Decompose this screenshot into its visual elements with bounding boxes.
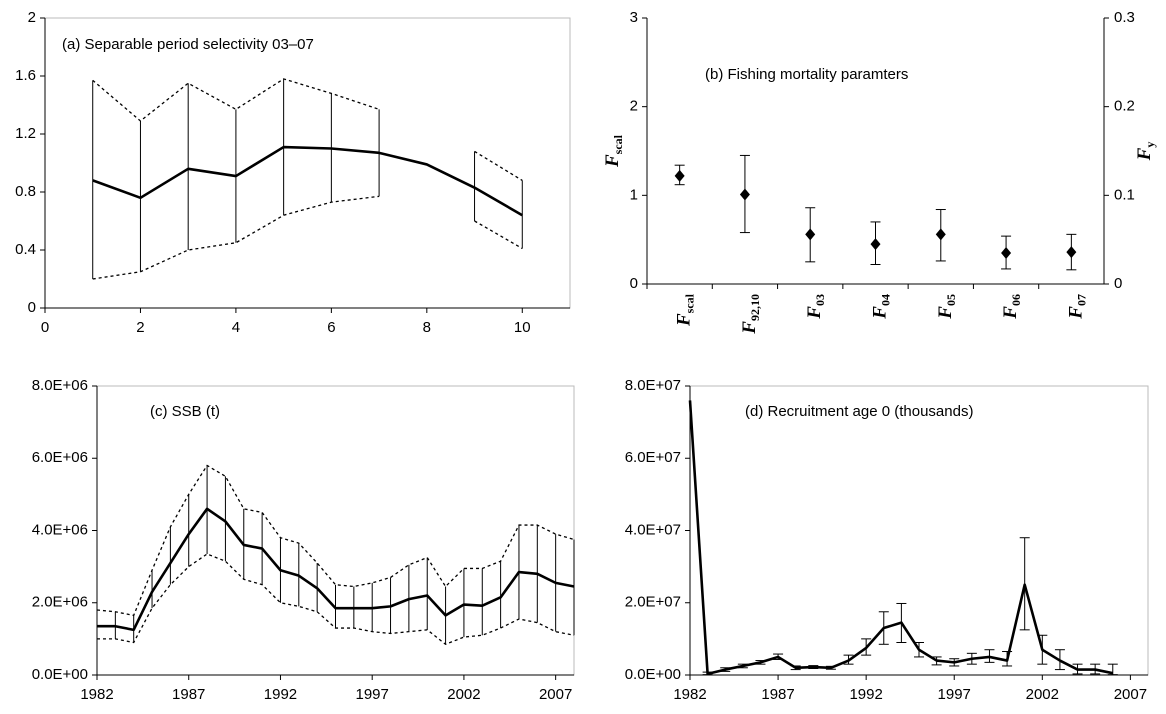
y-tick-label: 2.0E+07: [625, 594, 681, 611]
y-tick-label: 0.8: [15, 183, 36, 200]
label-main: F: [602, 154, 623, 168]
x-tick-label: 2: [136, 319, 144, 336]
x-tick-label: 10: [514, 319, 531, 336]
y2-tick-label: 0: [1114, 275, 1122, 292]
y-tick-label: 3: [630, 9, 638, 26]
upper-bound: [96, 464, 575, 617]
y2-tick-label: 0.2: [1114, 98, 1135, 115]
point: [739, 188, 750, 201]
series-line: [92, 145, 523, 217]
label-sub: 07: [1074, 294, 1088, 306]
y-tick-label: 1.2: [15, 125, 36, 142]
label-main: F: [674, 313, 695, 327]
chart-title: (a) Separable period selectivity 03–07: [62, 36, 314, 53]
label-sub: scal: [611, 134, 625, 154]
point: [935, 228, 946, 241]
label-main: F: [1066, 306, 1087, 320]
lower-bound: [97, 553, 575, 646]
axis-label: Fy: [1134, 142, 1156, 162]
x-tick-label: 2002: [1026, 686, 1059, 703]
label-sub: 06: [1009, 294, 1023, 306]
y-tick-label: 4.0E+06: [32, 521, 88, 538]
x-tick-label: 1987: [761, 686, 794, 703]
label-sub: 05: [944, 294, 958, 306]
label-sub: scal: [682, 293, 696, 313]
plot-frame: [44, 17, 571, 309]
label-main: F: [870, 306, 891, 320]
y2-tick-label: 0.3: [1114, 9, 1135, 26]
axis-label: F07: [1066, 294, 1088, 320]
label-main: F: [1000, 306, 1021, 320]
y-tick-label: 2: [28, 9, 36, 26]
label-sub: y: [1143, 142, 1157, 148]
x-tick-label: 2002: [447, 686, 480, 703]
series-line: [97, 507, 575, 632]
point: [674, 169, 685, 182]
x-tick-label: 1992: [849, 686, 882, 703]
y-tick-label: 8.0E+06: [32, 377, 88, 394]
x-tick-label: 1982: [673, 686, 706, 703]
plot-frame: [689, 385, 1149, 676]
y-tick-label: 6.0E+07: [625, 449, 681, 466]
lower-bound: [92, 195, 523, 280]
x-tick-label: 2007: [1114, 686, 1147, 703]
axis-label: F04: [870, 294, 892, 320]
label-sub: 04: [878, 294, 892, 306]
y-tick-label: 1: [630, 186, 638, 203]
label-main: F: [739, 321, 760, 335]
label-main: F: [935, 306, 956, 320]
x-tick-label: 2007: [539, 686, 572, 703]
point: [805, 228, 816, 241]
y-tick-label: 0.0E+00: [32, 666, 88, 683]
point: [1066, 246, 1077, 259]
x-tick-label: 0: [41, 319, 49, 336]
y-tick-label: 8.0E+07: [625, 377, 681, 394]
upper-bound: [92, 78, 523, 181]
series-line: [688, 400, 1114, 676]
x-tick-label: 1992: [264, 686, 297, 703]
chart-title: (c) SSB (t): [150, 403, 220, 420]
label-sub: 92,10: [748, 294, 762, 321]
y-tick-label: 6.0E+06: [32, 449, 88, 466]
label-main: F: [805, 306, 826, 320]
y2-tick-label: 0.1: [1114, 186, 1135, 203]
y-tick-label: 0.4: [15, 241, 36, 258]
axis-label: F05: [935, 294, 957, 320]
y-tick-label: 1.6: [15, 67, 36, 84]
chart-title: (d) Recruitment age 0 (thousands): [745, 403, 973, 420]
y-tick-label: 4.0E+07: [625, 521, 681, 538]
axis-label: F92,10: [739, 294, 761, 335]
x-tick-label: 8: [423, 319, 431, 336]
y-tick-label: 0: [630, 275, 638, 292]
x-tick-label: 1997: [356, 686, 389, 703]
x-tick-label: 4: [232, 319, 240, 336]
chart-title: (b) Fishing mortality paramters: [705, 66, 908, 83]
axis-label: F06: [1000, 294, 1022, 320]
label-main: F: [1134, 147, 1155, 161]
point: [1001, 246, 1012, 259]
x-tick-label: 1982: [80, 686, 113, 703]
y-tick-label: 2.0E+06: [32, 594, 88, 611]
x-tick-label: 1987: [172, 686, 205, 703]
axis-label: Fscal: [674, 293, 696, 327]
y-tick-label: 0.0E+00: [625, 666, 681, 683]
x-tick-label: 1997: [938, 686, 971, 703]
axis-label: Fscal: [602, 134, 624, 168]
y-tick-label: 2: [630, 98, 638, 115]
label-sub: 03: [813, 294, 827, 306]
x-tick-label: 6: [327, 319, 335, 336]
axis-label: F03: [805, 294, 827, 320]
point: [870, 238, 881, 251]
y-tick-label: 0: [28, 299, 36, 316]
